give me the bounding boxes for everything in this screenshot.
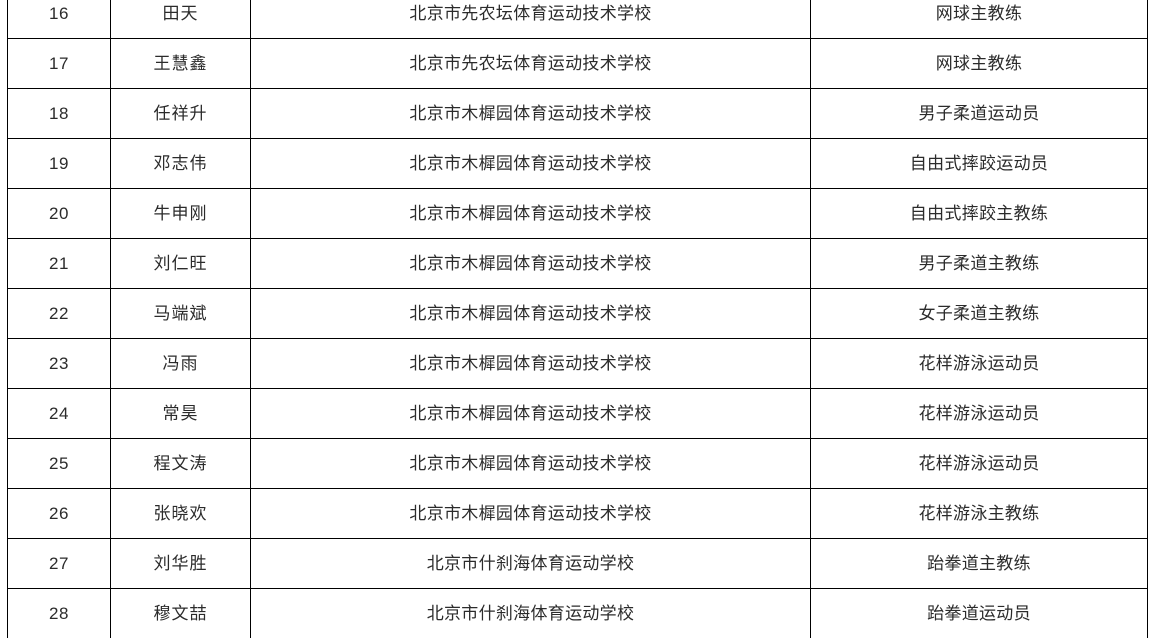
role-cell: 网球主教练 bbox=[810, 0, 1148, 39]
role-cell: 花样游泳运动员 bbox=[810, 388, 1148, 439]
row-index-cell: 26 bbox=[7, 488, 111, 539]
person-name-cell: 冯雨 bbox=[110, 338, 251, 389]
table-row: 23 冯雨 北京市木樨园体育运动技术学校 花样游泳运动员 bbox=[7, 338, 1148, 389]
row-index-cell: 18 bbox=[7, 88, 111, 139]
row-index-cell: 23 bbox=[7, 338, 111, 389]
row-index-cell: 16 bbox=[7, 0, 111, 39]
table-row: 18 任祥升 北京市木樨园体育运动技术学校 男子柔道运动员 bbox=[7, 88, 1148, 139]
person-name-cell: 常昊 bbox=[110, 388, 251, 439]
person-name-cell: 穆文喆 bbox=[110, 588, 251, 638]
row-index-cell: 24 bbox=[7, 388, 111, 439]
row-index-cell: 25 bbox=[7, 438, 111, 489]
organization-cell: 北京市什刹海体育运动学校 bbox=[250, 588, 811, 638]
person-name-cell: 刘仁旺 bbox=[110, 238, 251, 289]
role-cell: 男子柔道运动员 bbox=[810, 88, 1148, 139]
table-row: 16 田天 北京市先农坛体育运动技术学校 网球主教练 bbox=[7, 0, 1148, 39]
organization-cell: 北京市木樨园体育运动技术学校 bbox=[250, 138, 811, 189]
row-index-cell: 20 bbox=[7, 188, 111, 239]
row-index-cell: 27 bbox=[7, 538, 111, 589]
person-name-cell: 程文涛 bbox=[110, 438, 251, 489]
role-cell: 网球主教练 bbox=[810, 38, 1148, 89]
organization-cell: 北京市先农坛体育运动技术学校 bbox=[250, 0, 811, 39]
person-name-cell: 刘华胜 bbox=[110, 538, 251, 589]
roster-table: 16 田天 北京市先农坛体育运动技术学校 网球主教练 17 王慧鑫 北京市先农坛体育运动技术… bbox=[7, 0, 1148, 638]
row-index-cell: 17 bbox=[7, 38, 111, 89]
role-cell: 男子柔道主教练 bbox=[810, 238, 1148, 289]
person-name-cell: 牛申刚 bbox=[110, 188, 251, 239]
organization-cell: 北京市木樨园体育运动技术学校 bbox=[250, 288, 811, 339]
role-cell: 花样游泳运动员 bbox=[810, 338, 1148, 389]
roster-table-body: 16 田天 北京市先农坛体育运动技术学校 网球主教练 17 王慧鑫 北京市先农坛体育运动技术… bbox=[7, 0, 1148, 638]
organization-cell: 北京市木樨园体育运动技术学校 bbox=[250, 238, 811, 289]
row-index-cell: 19 bbox=[7, 138, 111, 189]
table-row: 25 程文涛 北京市木樨园体育运动技术学校 花样游泳运动员 bbox=[7, 438, 1148, 489]
table-row: 28 穆文喆 北京市什刹海体育运动学校 跆拳道运动员 bbox=[7, 588, 1148, 638]
organization-cell: 北京市什刹海体育运动学校 bbox=[250, 538, 811, 589]
person-name-cell: 张晓欢 bbox=[110, 488, 251, 539]
organization-cell: 北京市木樨园体育运动技术学校 bbox=[250, 488, 811, 539]
table-row: 20 牛申刚 北京市木樨园体育运动技术学校 自由式摔跤主教练 bbox=[7, 188, 1148, 239]
table-row: 24 常昊 北京市木樨园体育运动技术学校 花样游泳运动员 bbox=[7, 388, 1148, 439]
organization-cell: 北京市木樨园体育运动技术学校 bbox=[250, 188, 811, 239]
table-row: 27 刘华胜 北京市什刹海体育运动学校 跆拳道主教练 bbox=[7, 538, 1148, 589]
person-name-cell: 王慧鑫 bbox=[110, 38, 251, 89]
row-index-cell: 28 bbox=[7, 588, 111, 638]
role-cell: 跆拳道运动员 bbox=[810, 588, 1148, 638]
row-index-cell: 22 bbox=[7, 288, 111, 339]
organization-cell: 北京市木樨园体育运动技术学校 bbox=[250, 88, 811, 139]
role-cell: 花样游泳运动员 bbox=[810, 438, 1148, 489]
table-row: 17 王慧鑫 北京市先农坛体育运动技术学校 网球主教练 bbox=[7, 38, 1148, 89]
person-name-cell: 任祥升 bbox=[110, 88, 251, 139]
role-cell: 女子柔道主教练 bbox=[810, 288, 1148, 339]
role-cell: 自由式摔跤主教练 bbox=[810, 188, 1148, 239]
role-cell: 自由式摔跤运动员 bbox=[810, 138, 1148, 189]
table-row: 21 刘仁旺 北京市木樨园体育运动技术学校 男子柔道主教练 bbox=[7, 238, 1148, 289]
row-index-cell: 21 bbox=[7, 238, 111, 289]
person-name-cell: 马端斌 bbox=[110, 288, 251, 339]
table-row: 22 马端斌 北京市木樨园体育运动技术学校 女子柔道主教练 bbox=[7, 288, 1148, 339]
organization-cell: 北京市木樨园体育运动技术学校 bbox=[250, 388, 811, 439]
organization-cell: 北京市木樨园体育运动技术学校 bbox=[250, 438, 811, 489]
organization-cell: 北京市木樨园体育运动技术学校 bbox=[250, 338, 811, 389]
organization-cell: 北京市先农坛体育运动技术学校 bbox=[250, 38, 811, 89]
table-row: 26 张晓欢 北京市木樨园体育运动技术学校 花样游泳主教练 bbox=[7, 488, 1148, 539]
role-cell: 跆拳道主教练 bbox=[810, 538, 1148, 589]
person-name-cell: 田天 bbox=[110, 0, 251, 39]
person-name-cell: 邓志伟 bbox=[110, 138, 251, 189]
role-cell: 花样游泳主教练 bbox=[810, 488, 1148, 539]
table-row: 19 邓志伟 北京市木樨园体育运动技术学校 自由式摔跤运动员 bbox=[7, 138, 1148, 189]
